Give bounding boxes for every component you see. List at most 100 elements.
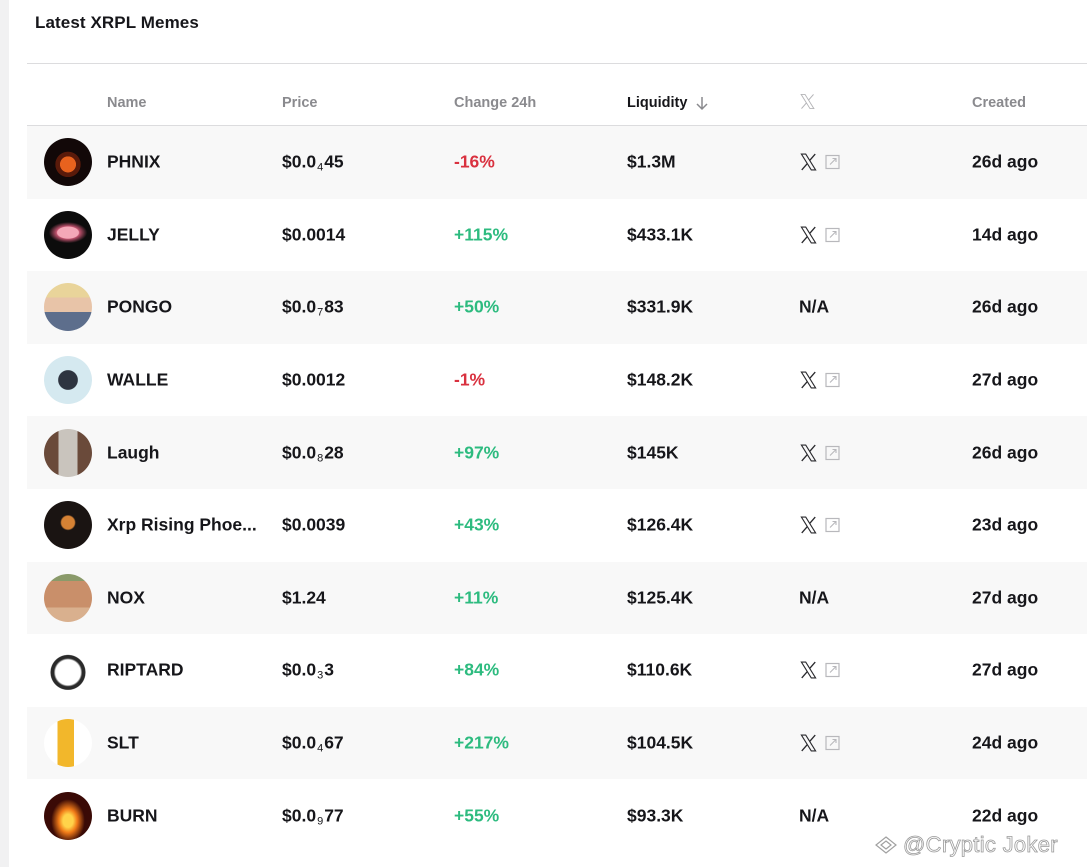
social-na: N/A <box>799 296 830 317</box>
price-prefix: $0.0 <box>282 151 317 172</box>
arrow-down-icon <box>696 96 708 110</box>
created-age: 26d ago <box>972 442 1039 463</box>
external-link-icon[interactable] <box>825 155 840 170</box>
token-name[interactable]: Xrp Rising Phoe... <box>107 514 257 535</box>
page-title: Latest XRPL Memes <box>35 13 199 32</box>
social-link[interactable] <box>799 661 840 680</box>
column-header-change[interactable]: Change 24h <box>454 95 537 111</box>
token-name[interactable]: JELLY <box>107 224 160 245</box>
external-link-icon[interactable] <box>825 735 840 751</box>
social-link[interactable] <box>799 371 840 390</box>
token-price: $0.0783 <box>282 296 344 319</box>
social-link[interactable] <box>799 734 840 753</box>
xrp-phoenix-avatar <box>44 501 92 550</box>
x-logo-icon[interactable] <box>799 734 818 753</box>
token-name[interactable]: PHNIX <box>107 151 161 172</box>
price-significant: 83 <box>324 296 344 317</box>
social-link[interactable] <box>799 443 840 462</box>
column-header-price[interactable]: Price <box>282 95 318 111</box>
price-zero-count: 3 <box>317 669 324 682</box>
x-logo-icon[interactable] <box>799 371 818 390</box>
social-link: N/A <box>799 805 829 826</box>
column-header-social[interactable] <box>799 93 816 110</box>
diamond-logo-icon <box>875 836 897 854</box>
external-link-icon[interactable] <box>825 372 840 388</box>
token-price: $0.0467 <box>282 732 344 755</box>
created-age: 27d ago <box>972 369 1039 390</box>
price-significant: 3 <box>324 659 334 680</box>
table-row[interactable]: SLT $0.0467 +217% $104.5K 24d ago <box>27 706 1087 780</box>
price-zero-count: 8 <box>317 452 324 465</box>
price-prefix: $0.0012 <box>282 369 346 390</box>
price-significant: 77 <box>324 805 344 826</box>
social-link[interactable] <box>799 516 840 535</box>
token-name[interactable]: SLT <box>107 732 139 753</box>
table-row[interactable]: JELLY $0.0014 +115% $433.1K 14d ago <box>27 199 1087 272</box>
phoenix-avatar <box>44 138 92 187</box>
token-price: $0.0445 <box>282 151 344 174</box>
left-edge-strip <box>0 0 9 867</box>
created-age: 26d ago <box>972 296 1039 317</box>
external-link-icon[interactable] <box>825 227 840 242</box>
column-header-name[interactable]: Name <box>107 95 147 111</box>
price-prefix: $0.0 <box>282 805 317 826</box>
table-row[interactable]: PHNIX $0.0445 -16% $1.3M 26d ago <box>27 126 1087 199</box>
price-prefix: $0.0 <box>282 296 317 317</box>
fire-avatar <box>44 791 92 840</box>
token-name[interactable]: PONGO <box>107 296 173 317</box>
token-name[interactable]: Laugh <box>107 442 160 463</box>
x-logo-icon[interactable] <box>799 153 818 172</box>
price-zero-count: 7 <box>317 306 324 319</box>
created-age: 23d ago <box>972 514 1039 535</box>
x-logo-icon[interactable] <box>799 661 818 680</box>
table-row[interactable]: NOX $1.24 +11% $125.4K N/A 27d ago <box>27 561 1087 635</box>
column-header-liquidity[interactable]: Liquidity <box>627 95 709 111</box>
external-link-icon[interactable] <box>825 663 840 678</box>
external-link-icon[interactable] <box>825 445 840 460</box>
liquidity-value: $104.5K <box>627 732 694 753</box>
table-row[interactable]: Xrp Rising Phoe... $0.0039 +43% $126.4K … <box>27 489 1087 562</box>
token-price: $0.0012 <box>282 370 345 391</box>
social-na: N/A <box>799 587 830 608</box>
x-logo-icon[interactable] <box>799 516 818 535</box>
change-24h: -16% <box>454 151 495 172</box>
table-row[interactable]: PONGO $0.0783 +50% $331.9K N/A 26d ago <box>27 271 1087 344</box>
token-price: $0.0039 <box>282 515 345 536</box>
price-prefix: $0.0 <box>282 732 317 753</box>
social-link[interactable] <box>799 225 840 244</box>
social-link: N/A <box>799 297 829 318</box>
table-row[interactable]: RIPTARD $0.033 +84% $110.6K 27d ago <box>27 634 1087 707</box>
table-row[interactable]: BURN $0.0977 +55% $93.3K N/A 22d ago <box>27 779 1087 852</box>
animal-avatar <box>44 573 92 622</box>
token-name[interactable]: RIPTARD <box>107 659 184 680</box>
external-link-icon[interactable] <box>825 518 840 533</box>
jellyfish-avatar <box>44 210 92 259</box>
dog-avatar <box>44 356 92 405</box>
social-link[interactable] <box>799 153 840 172</box>
liquidity-value: $125.4K <box>627 587 694 608</box>
created-age: 27d ago <box>972 659 1039 680</box>
x-logo-icon[interactable] <box>799 443 818 462</box>
price-significant: 28 <box>324 442 344 463</box>
price-zero-count: 9 <box>317 815 324 828</box>
column-header-created[interactable]: Created <box>972 95 1026 111</box>
x-logo-icon[interactable] <box>799 225 818 244</box>
token-name[interactable]: WALLE <box>107 369 169 390</box>
change-24h: +43% <box>454 514 500 535</box>
token-price: $0.0828 <box>282 442 344 465</box>
token-name[interactable]: NOX <box>107 587 145 608</box>
token-price: $0.0014 <box>282 224 345 245</box>
x-logo-icon <box>800 93 815 110</box>
liquidity-value: $433.1K <box>627 224 694 245</box>
token-price: $1.24 <box>282 587 326 608</box>
table-row[interactable]: WALLE $0.0012 -1% $148.2K 27d ago <box>27 344 1087 417</box>
price-prefix: $0.0039 <box>282 514 346 535</box>
price-zero-count: 4 <box>317 161 324 174</box>
table-row[interactable]: Laugh $0.0828 +97% $145K 26d ago <box>27 416 1087 489</box>
token-name[interactable]: BURN <box>107 805 158 826</box>
change-24h: +97% <box>454 442 500 463</box>
liquidity-value: $148.2K <box>627 369 694 390</box>
liquidity-value: $1.3M <box>627 151 676 172</box>
price-prefix: $0.0 <box>282 659 317 680</box>
change-24h: +115% <box>454 224 509 245</box>
